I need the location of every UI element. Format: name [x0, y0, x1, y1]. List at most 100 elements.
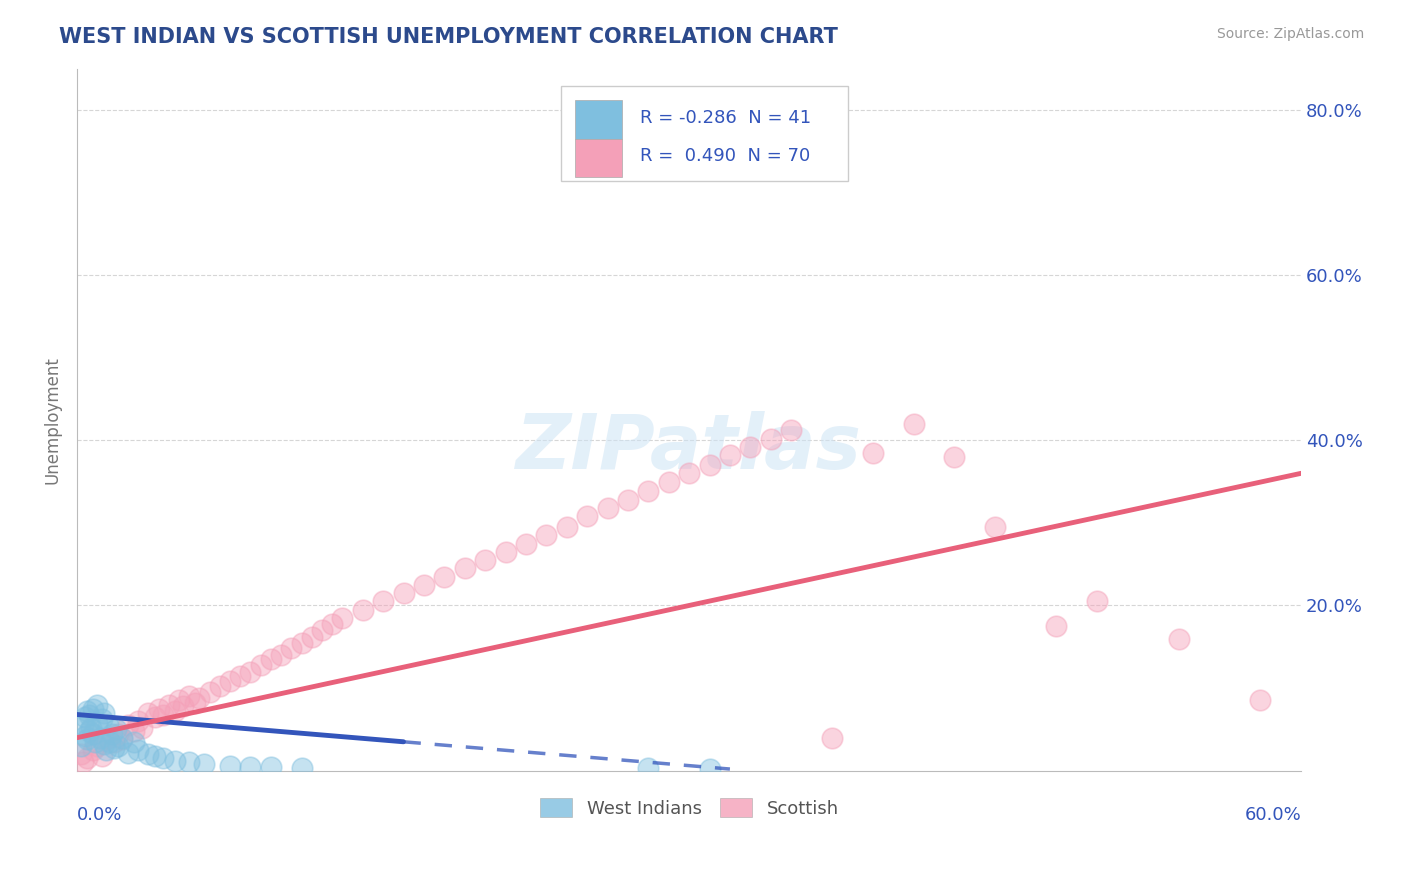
- Point: [148, 702, 170, 716]
- Text: R = -0.286  N = 41: R = -0.286 N = 41: [640, 109, 811, 127]
- Point: [127, 743, 149, 757]
- Point: [495, 545, 517, 559]
- Point: [330, 611, 353, 625]
- Point: [138, 747, 160, 761]
- Point: [107, 726, 129, 740]
- Point: [103, 740, 125, 755]
- Text: 60.0%: 60.0%: [1244, 805, 1301, 824]
- Point: [70, 739, 93, 753]
- Point: [759, 432, 782, 446]
- Point: [596, 501, 619, 516]
- Point: [474, 553, 496, 567]
- Point: [260, 760, 283, 774]
- Point: [903, 417, 925, 431]
- Point: [352, 602, 374, 616]
- Point: [637, 761, 659, 775]
- Point: [280, 641, 302, 656]
- Point: [76, 704, 98, 718]
- Point: [97, 718, 120, 732]
- Point: [90, 713, 112, 727]
- Point: [111, 732, 134, 747]
- Point: [433, 569, 456, 583]
- Point: [536, 528, 558, 542]
- Point: [821, 731, 844, 745]
- Point: [184, 696, 207, 710]
- Point: [576, 509, 599, 524]
- Point: [172, 699, 194, 714]
- Point: [103, 735, 125, 749]
- Point: [157, 698, 180, 712]
- Point: [658, 475, 681, 489]
- Point: [1167, 632, 1189, 646]
- Point: [637, 484, 659, 499]
- Point: [208, 680, 231, 694]
- Point: [86, 698, 108, 712]
- Point: [699, 458, 721, 472]
- Point: [122, 724, 145, 739]
- Point: [82, 743, 104, 757]
- Point: [75, 710, 97, 724]
- Point: [412, 578, 434, 592]
- Point: [311, 624, 333, 638]
- Point: [984, 520, 1007, 534]
- Point: [943, 450, 966, 464]
- Point: [70, 747, 93, 761]
- Point: [219, 758, 242, 772]
- FancyBboxPatch shape: [561, 86, 848, 181]
- Point: [678, 467, 700, 481]
- Point: [86, 739, 108, 753]
- Point: [515, 536, 537, 550]
- Point: [72, 756, 94, 770]
- Point: [82, 702, 104, 716]
- Point: [79, 707, 101, 722]
- Point: [740, 440, 762, 454]
- Point: [76, 751, 98, 765]
- Text: R =  0.490  N = 70: R = 0.490 N = 70: [640, 147, 810, 165]
- Point: [82, 726, 104, 740]
- Point: [100, 726, 122, 740]
- Point: [93, 737, 115, 751]
- Point: [117, 746, 139, 760]
- Point: [163, 704, 186, 718]
- Point: [138, 706, 160, 720]
- Point: [270, 648, 292, 662]
- Point: [127, 714, 149, 728]
- Point: [249, 657, 271, 672]
- Text: 0.0%: 0.0%: [77, 805, 122, 824]
- Point: [718, 448, 741, 462]
- Point: [198, 685, 221, 699]
- Y-axis label: Unemployment: Unemployment: [44, 356, 60, 483]
- Text: WEST INDIAN VS SCOTTISH UNEMPLOYMENT CORRELATION CHART: WEST INDIAN VS SCOTTISH UNEMPLOYMENT COR…: [59, 27, 838, 46]
- Point: [371, 594, 394, 608]
- Point: [86, 715, 108, 730]
- Point: [76, 732, 98, 747]
- Point: [290, 761, 312, 775]
- Point: [1249, 693, 1271, 707]
- Point: [75, 729, 97, 743]
- Point: [321, 616, 343, 631]
- Point: [84, 735, 107, 749]
- Point: [94, 743, 117, 757]
- Point: [97, 731, 120, 745]
- Point: [111, 731, 134, 745]
- Point: [90, 748, 112, 763]
- Point: [239, 759, 262, 773]
- Point: [617, 492, 640, 507]
- Point: [117, 718, 139, 732]
- Point: [188, 691, 211, 706]
- Point: [107, 739, 129, 753]
- Bar: [575, 100, 621, 139]
- Text: Source: ZipAtlas.com: Source: ZipAtlas.com: [1216, 27, 1364, 41]
- Text: ZIPatlas: ZIPatlas: [516, 410, 862, 484]
- Point: [152, 707, 174, 722]
- Point: [104, 723, 127, 737]
- Point: [862, 445, 884, 459]
- Point: [229, 669, 252, 683]
- Point: [1045, 619, 1067, 633]
- Point: [143, 710, 166, 724]
- Point: [131, 721, 153, 735]
- Point: [392, 586, 415, 600]
- Point: [80, 721, 103, 735]
- Point: [780, 423, 803, 437]
- Point: [89, 731, 111, 745]
